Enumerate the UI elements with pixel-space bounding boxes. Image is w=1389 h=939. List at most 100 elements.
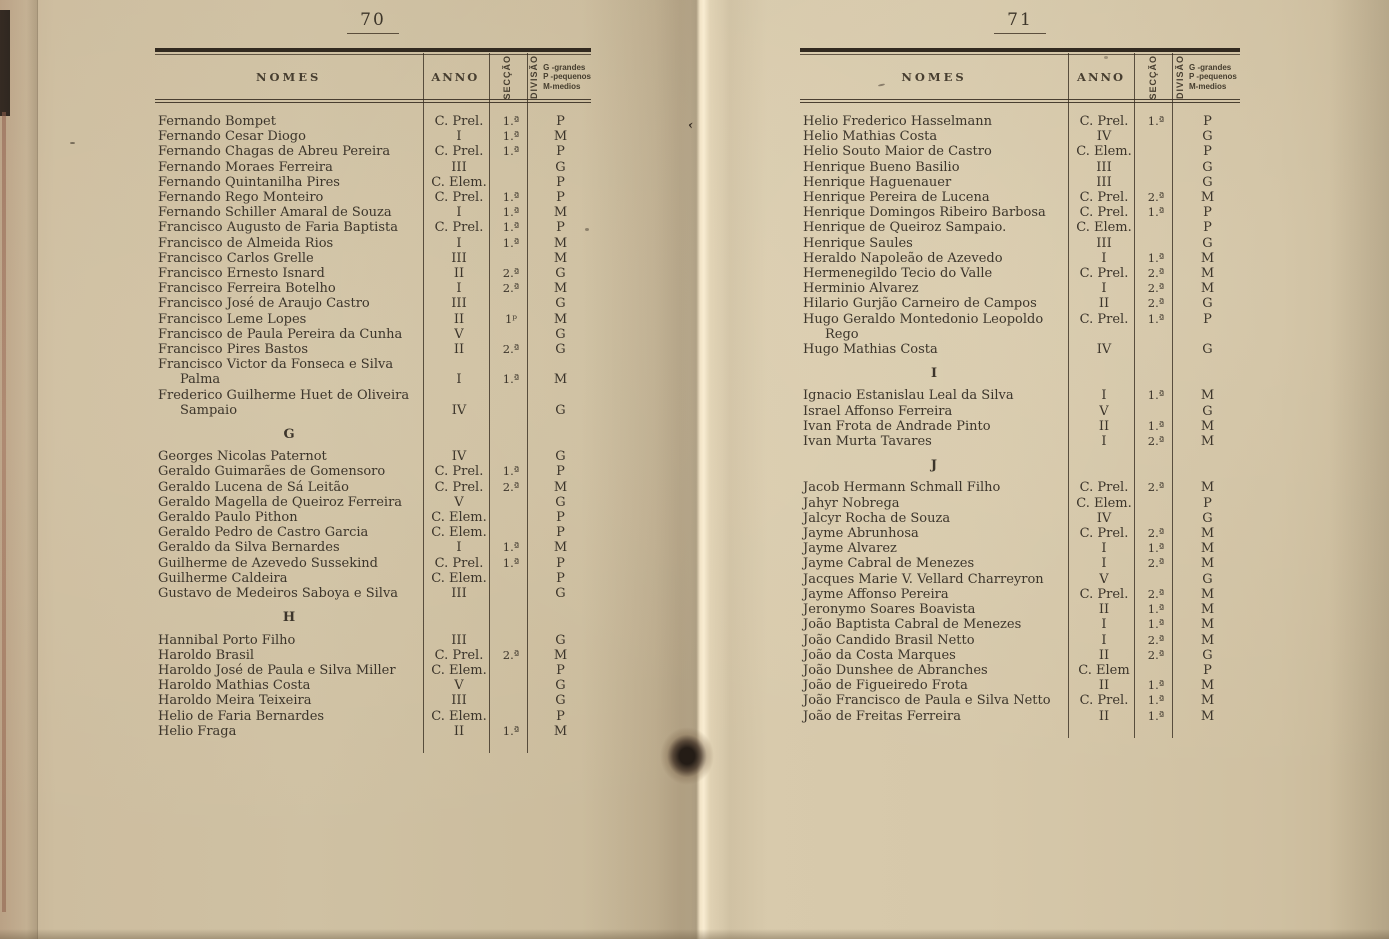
divisao-value: M xyxy=(1200,190,1215,206)
column-divider xyxy=(1134,53,1135,738)
divisao-value: M xyxy=(553,479,568,495)
divisao-value: P xyxy=(556,114,565,129)
divisao-value: P xyxy=(1203,205,1212,221)
divisao-value: P xyxy=(556,662,565,678)
divisao-value: G xyxy=(1202,129,1213,145)
student-name: Heraldo Napoleão de Azevedo xyxy=(803,250,1003,266)
student-name: Francisco Victor da Fonseca e Silva Palma xyxy=(158,357,394,388)
anno-value: C. Prel. xyxy=(434,647,484,663)
divisao-value: G xyxy=(555,402,566,418)
student-name: Hugo Mathias Costa xyxy=(803,342,938,358)
divisao-value: M xyxy=(553,723,568,739)
divisao-value: G xyxy=(555,678,566,694)
anno-value: III xyxy=(451,296,467,312)
anno-value: III xyxy=(451,693,467,709)
anno-value: C. Prel. xyxy=(1079,693,1129,709)
divisao-value: M xyxy=(1200,708,1215,724)
table-row: Haroldo Brasil C. Prel. 2.ª M xyxy=(155,648,591,663)
anno-value: II xyxy=(453,266,465,282)
seccao-value: 1.ª xyxy=(502,114,520,128)
seccao-value: 2.ª xyxy=(1147,190,1165,205)
seccao-value: 2.ª xyxy=(502,342,520,357)
student-name: Jacques Marie V. Vellard Charreyron xyxy=(803,571,1044,587)
seccao-value: 1.ª xyxy=(1147,602,1165,617)
seccao-column-header: SECÇÃO xyxy=(1148,54,1158,100)
table-row: Jacob Hermann Schmall Filho C. Prel. 2.ª M xyxy=(800,480,1240,495)
divisao-value: M xyxy=(1200,480,1215,496)
student-name: Fernando Cesar Diogo xyxy=(158,129,306,145)
divisao-value: P xyxy=(556,525,565,541)
seccao-value: 1.ª xyxy=(1147,250,1165,265)
seccao-value: 2.ª xyxy=(502,647,520,662)
table-top-rule xyxy=(800,48,1240,55)
table-row: João Dunshee de Abranches C. Elem P xyxy=(800,663,1240,678)
bottom-page-edge xyxy=(0,929,1389,939)
student-name: Frederico Guilherme Huet de Oliveira Samp… xyxy=(158,387,410,418)
anno-value: I xyxy=(456,372,462,388)
divisao-value: M xyxy=(1200,434,1215,450)
divisao-value: M xyxy=(1200,541,1215,557)
page-number: 71 xyxy=(994,10,1046,34)
student-name: Francisco Pires Bastos xyxy=(158,342,309,358)
table-row: Guilherme de Azevedo Sussekind C. Prel. 1.… xyxy=(155,556,591,571)
anno-value: II xyxy=(453,723,465,739)
table-row: Ivan Murta Tavares I 2.ª M xyxy=(800,434,1240,449)
column-divider xyxy=(423,53,424,753)
anno-value: III xyxy=(451,250,467,266)
anno-value: III xyxy=(451,586,467,602)
table-row: Georges Nicolas Paternot IV G xyxy=(155,449,591,464)
divisao-value: G xyxy=(555,693,566,709)
student-name: Fernando Bompet xyxy=(158,114,276,129)
seccao-value: 1.ª xyxy=(502,205,520,220)
roster-table: NOMES ANNO SECÇÃO DIVISÃO G -grandes P -… xyxy=(800,48,1240,738)
table-row: Fernando Rego Monteiro C. Prel. 1.ª P xyxy=(155,190,591,205)
anno-value: II xyxy=(1098,678,1110,694)
anno-value: V xyxy=(454,678,464,694)
page-70: 70 NOMES ANNO SECÇÃO DIVISÃO G -grandes … xyxy=(155,10,591,753)
table-row: Francisco Ferreira Botelho I 2.ª M xyxy=(155,281,591,296)
student-name: Ivan Murta Tavares xyxy=(803,434,932,450)
divisao-value: G xyxy=(555,159,566,175)
anno-value: IV xyxy=(1096,510,1112,526)
section-letter: J xyxy=(930,458,938,474)
anno-value: III xyxy=(451,632,467,648)
student-name: Georges Nicolas Paternot xyxy=(158,449,327,465)
divisao-value: G xyxy=(1202,571,1213,587)
anno-value: C. Prel. xyxy=(434,144,484,160)
student-name: João de Freitas Ferreira xyxy=(803,708,962,724)
student-name: Haroldo Mathias Costa xyxy=(158,678,311,694)
table-row: Hilario Gurjão Carneiro de Campos II 2.ª G xyxy=(800,296,1240,311)
anno-value: V xyxy=(1099,403,1109,419)
student-name: Guilherme de Azevedo Sussekind xyxy=(158,555,378,571)
student-name: Fernando Quintanilha Pires xyxy=(158,174,340,190)
table-row: Henrique Bueno Basilio III G xyxy=(800,160,1240,175)
divisao-value: M xyxy=(553,250,568,266)
divisao-value: P xyxy=(1203,114,1212,129)
table-body: Fernando Bompet C. Prel. 1.ª P Fernando Cesa… xyxy=(155,103,591,753)
table-row: Helio Frederico Hasselmann C. Prel. 1.ª P xyxy=(800,114,1240,129)
divisao-value: M xyxy=(553,281,568,297)
anno-value: III xyxy=(1096,159,1112,175)
anno-value: C. Elem. xyxy=(431,525,487,541)
divisao-value: M xyxy=(1200,556,1215,572)
divisao-value: M xyxy=(1200,418,1215,434)
student-name: Francisco Ernesto Isnard xyxy=(158,266,325,282)
seccao-value: 2.ª xyxy=(1147,526,1165,541)
divisao-value: M xyxy=(1200,602,1215,618)
anno-value: C. Elem. xyxy=(431,662,487,678)
seccao-value: 2.ª xyxy=(1147,281,1165,296)
seccao-value: 1.ª xyxy=(502,464,520,479)
student-name: Haroldo Brasil xyxy=(158,647,255,663)
student-name: Geraldo Guimarães de Gomensoro xyxy=(158,464,386,480)
anno-value: C. Elem. xyxy=(1076,495,1132,511)
anno-value: II xyxy=(453,311,465,327)
table-row: Heraldo Napoleão de Azevedo I 1.ª M xyxy=(800,251,1240,266)
seccao-value xyxy=(492,525,530,540)
seccao-value: 1.ª xyxy=(1147,388,1165,403)
divisao-value: G xyxy=(1202,296,1213,312)
divisao-value: P xyxy=(556,174,565,190)
seccao-value: 2.ª xyxy=(1147,647,1165,662)
seccao-column-header: SECÇÃO xyxy=(502,54,513,100)
column-divider xyxy=(1172,53,1173,738)
seccao-value xyxy=(1137,144,1175,159)
